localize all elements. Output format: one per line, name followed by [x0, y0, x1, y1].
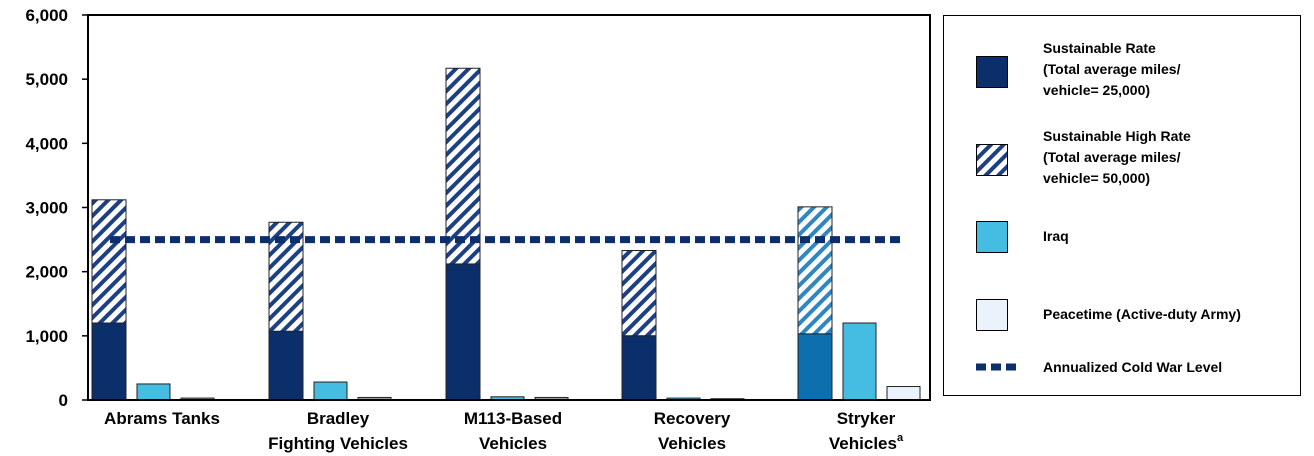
x-category-label: Recovery	[654, 409, 731, 428]
bar-iraq	[136, 383, 171, 401]
legend-swatch-pale	[976, 299, 1008, 331]
legend-swatch-solid-cyan	[976, 221, 1008, 253]
legend-swatch-solid-navy	[976, 56, 1008, 88]
bar-iraq	[313, 381, 348, 401]
x-category-label: Stryker	[837, 409, 896, 428]
bar-sustainable-rate	[797, 333, 833, 401]
x-category-label: M113-Based	[464, 409, 562, 428]
y-tick-label: 3,000	[25, 199, 68, 218]
y-tick-label: 2,000	[25, 263, 68, 282]
y-tick-label: 0	[59, 391, 68, 410]
x-category-label: Abrams Tanks	[104, 409, 220, 428]
legend-label: Iraq	[1043, 228, 1069, 244]
bar-sustainable-rate	[268, 330, 304, 401]
legend: Sustainable Rate (Total average miles/ v…	[943, 15, 1301, 396]
bar-sustainable-high-rate	[91, 199, 127, 324]
y-tick-label: 5,000	[25, 70, 68, 89]
bar-sustainable-rate	[445, 263, 481, 401]
bar-sustainable-high-rate	[621, 249, 657, 337]
legend-label: Annualized Cold War Level	[1043, 359, 1223, 375]
bar-chart: 0 1,000 2,000 3,000 4,000 5,000 6,000 Abrams T…	[25, 6, 931, 453]
x-category-label: Vehiclesa	[829, 432, 904, 453]
legend-swatch-dashed-line	[976, 363, 1020, 371]
y-tick-label: 6,000	[25, 6, 68, 25]
bar-sustainable-rate	[621, 335, 657, 401]
bars-group	[91, 67, 921, 401]
legend-label: Sustainable High Rate (Total average mil…	[1043, 128, 1191, 186]
x-category-label: Bradley	[307, 409, 370, 428]
legend-swatch-hatched	[976, 144, 1008, 176]
bar-sustainable-rate	[91, 322, 127, 401]
y-tick-label: 1,000	[25, 327, 68, 346]
x-category-label: Vehicles	[658, 434, 726, 453]
y-axis-tick-labels: 0 1,000 2,000 3,000 4,000 5,000 6,000	[25, 6, 88, 410]
y-tick-label: 4,000	[25, 134, 68, 153]
bar-iraq	[842, 322, 877, 401]
plot-area-frame	[87, 14, 931, 401]
bar-sustainable-high-rate	[797, 206, 833, 335]
x-axis-category-labels: Abrams Tanks Bradley Fighting Vehicles M113…	[104, 409, 904, 453]
legend-label: Peacetime (Active-duty Army)	[1043, 306, 1241, 322]
x-category-superscript: a	[897, 432, 904, 444]
x-category-label: Vehicles	[479, 434, 547, 453]
bar-peacetime	[886, 386, 921, 401]
legend-label: Sustainable Rate (Total average miles/ v…	[1043, 40, 1181, 98]
x-category-label: Fighting Vehicles	[268, 434, 408, 453]
bar-sustainable-high-rate	[445, 67, 481, 265]
